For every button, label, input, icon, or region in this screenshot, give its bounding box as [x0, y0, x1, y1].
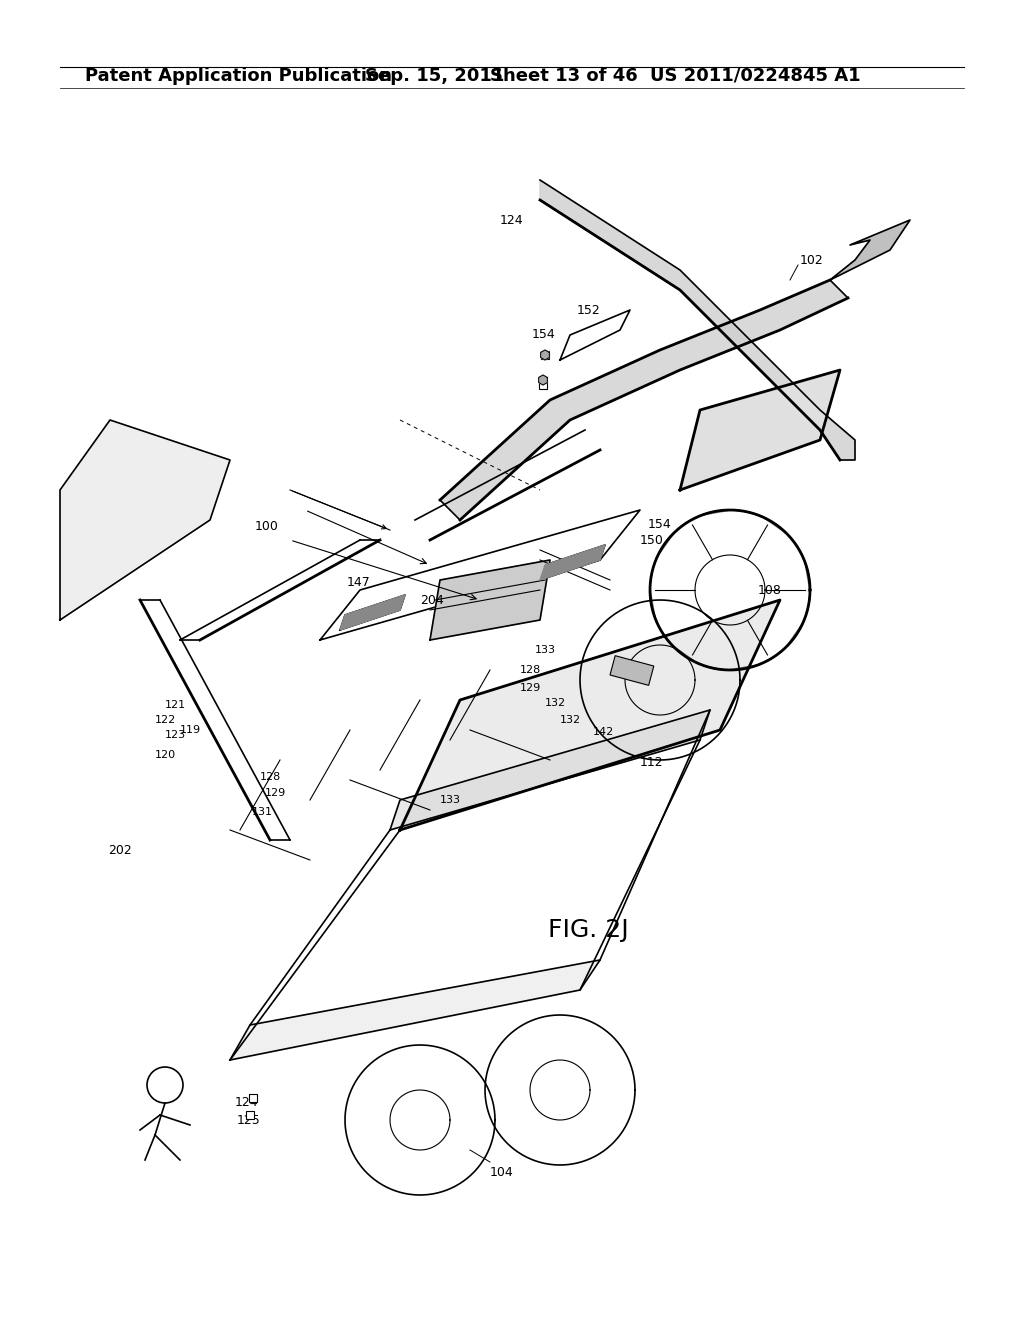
- Polygon shape: [230, 960, 600, 1060]
- Text: 100: 100: [255, 520, 279, 533]
- Text: Sep. 15, 2011: Sep. 15, 2011: [365, 67, 505, 84]
- Polygon shape: [540, 545, 605, 579]
- Polygon shape: [390, 710, 710, 830]
- Text: FIG. 2J: FIG. 2J: [548, 917, 629, 942]
- Text: Sheet 13 of 46: Sheet 13 of 46: [490, 67, 638, 84]
- Polygon shape: [830, 220, 910, 280]
- Bar: [246, 1111, 254, 1119]
- Polygon shape: [430, 560, 550, 640]
- Polygon shape: [539, 375, 548, 385]
- Polygon shape: [540, 180, 855, 459]
- Text: 154: 154: [648, 519, 672, 532]
- Bar: [610, 656, 653, 685]
- Text: 102: 102: [800, 253, 823, 267]
- Text: 112: 112: [640, 755, 664, 768]
- Text: 129: 129: [265, 788, 287, 799]
- Bar: [249, 1094, 257, 1102]
- Text: 122: 122: [155, 715, 176, 725]
- Text: 131: 131: [252, 807, 273, 817]
- Text: 204: 204: [420, 594, 443, 606]
- Text: 133: 133: [535, 645, 556, 655]
- Text: 123: 123: [165, 730, 186, 741]
- Text: Patent Application Publication: Patent Application Publication: [85, 67, 392, 84]
- Text: 202: 202: [108, 843, 132, 857]
- Text: 154: 154: [532, 329, 556, 342]
- Text: 129: 129: [520, 682, 542, 693]
- Text: 132: 132: [545, 698, 566, 708]
- Polygon shape: [440, 280, 848, 520]
- Text: 128: 128: [260, 772, 282, 781]
- Polygon shape: [60, 420, 230, 620]
- Text: 128: 128: [520, 665, 542, 675]
- Text: 104: 104: [490, 1166, 514, 1179]
- Text: 142: 142: [593, 727, 614, 737]
- Text: US 2011/0224845 A1: US 2011/0224845 A1: [650, 67, 860, 84]
- Text: 124: 124: [500, 214, 523, 227]
- Text: 120: 120: [155, 750, 176, 760]
- Polygon shape: [541, 350, 549, 360]
- Text: 124: 124: [234, 1096, 259, 1109]
- Polygon shape: [400, 601, 780, 830]
- Polygon shape: [680, 370, 840, 490]
- Text: 119: 119: [180, 725, 201, 735]
- Text: 150: 150: [640, 533, 664, 546]
- Text: 133: 133: [440, 795, 461, 805]
- Text: 121: 121: [165, 700, 186, 710]
- Text: 125: 125: [237, 1114, 261, 1126]
- Bar: [541, 351, 549, 359]
- Text: 132: 132: [560, 715, 582, 725]
- Polygon shape: [340, 595, 406, 630]
- Text: 108: 108: [758, 583, 782, 597]
- Text: 152: 152: [577, 304, 601, 317]
- Bar: [539, 381, 547, 389]
- Text: 147: 147: [347, 576, 371, 589]
